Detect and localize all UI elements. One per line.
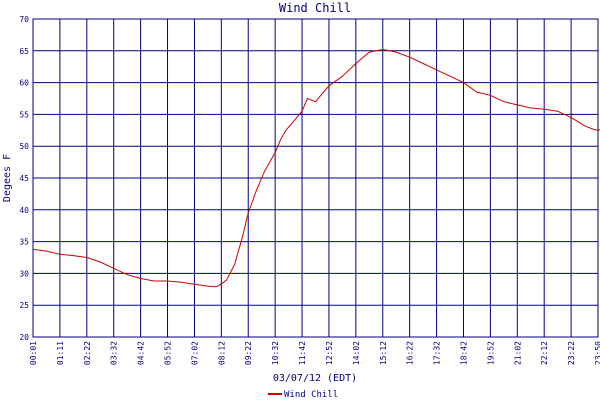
y-tick-label: 25: [19, 301, 29, 310]
x-tick-label: 21:02: [513, 341, 522, 365]
x-tick-label: 01:11: [56, 341, 65, 365]
x-tick-label: 22:12: [540, 341, 549, 365]
x-tick-label: 16:22: [406, 341, 415, 365]
y-axis-label: Degees F: [2, 154, 13, 202]
x-tick-label: 03:32: [110, 341, 119, 365]
y-tick-label: 50: [19, 142, 29, 151]
x-axis-label: 03/07/12 (EDT): [273, 373, 357, 384]
x-tick-label: 14:02: [352, 341, 361, 365]
series-line-wind-chill: [32, 48, 600, 288]
x-tick-label: 17:32: [433, 341, 442, 365]
y-tick-label: 65: [19, 47, 29, 56]
y-tick-label: 70: [19, 15, 29, 24]
x-tick-label: 15:12: [379, 341, 388, 365]
legend: Wind Chill: [268, 390, 338, 400]
x-tick-label: 23:22: [567, 341, 576, 365]
x-tick-label: 00:01: [29, 341, 38, 365]
y-tick-label: 30: [19, 269, 29, 278]
y-tick-label: 35: [19, 238, 29, 247]
x-tick-label: 09:22: [244, 341, 253, 365]
y-tick-label: 20: [19, 333, 29, 342]
x-tick-label: 19:52: [486, 341, 495, 365]
y-axis-ticks: 20 25 30 35 40 45 50 55 60 65 70: [19, 15, 29, 342]
x-tick-label: 10:32: [271, 341, 280, 365]
chart-title: Wind Chill: [279, 1, 351, 15]
x-tick-label: 23:50: [594, 341, 600, 365]
grid-lines: [32, 18, 599, 338]
x-tick-label: 18:42: [459, 341, 468, 365]
x-tick-label: 04:42: [137, 341, 146, 365]
x-tick-label: 02:22: [83, 341, 92, 365]
y-tick-label: 45: [19, 174, 29, 183]
y-tick-label: 40: [19, 206, 29, 215]
x-tick-label: 08:12: [217, 341, 226, 365]
x-axis-ticks: 00:01 01:11 02:22 03:32 04:42 05:52 07:02 08:12…: [29, 341, 600, 365]
x-tick-label: 07:02: [190, 341, 199, 365]
y-tick-label: 55: [19, 110, 29, 119]
x-tick-label: 11:42: [298, 341, 307, 365]
x-tick-label: 12:52: [325, 341, 334, 365]
legend-label: Wind Chill: [284, 390, 338, 400]
y-tick-label: 60: [19, 79, 29, 88]
x-tick-label: 05:52: [164, 341, 173, 365]
